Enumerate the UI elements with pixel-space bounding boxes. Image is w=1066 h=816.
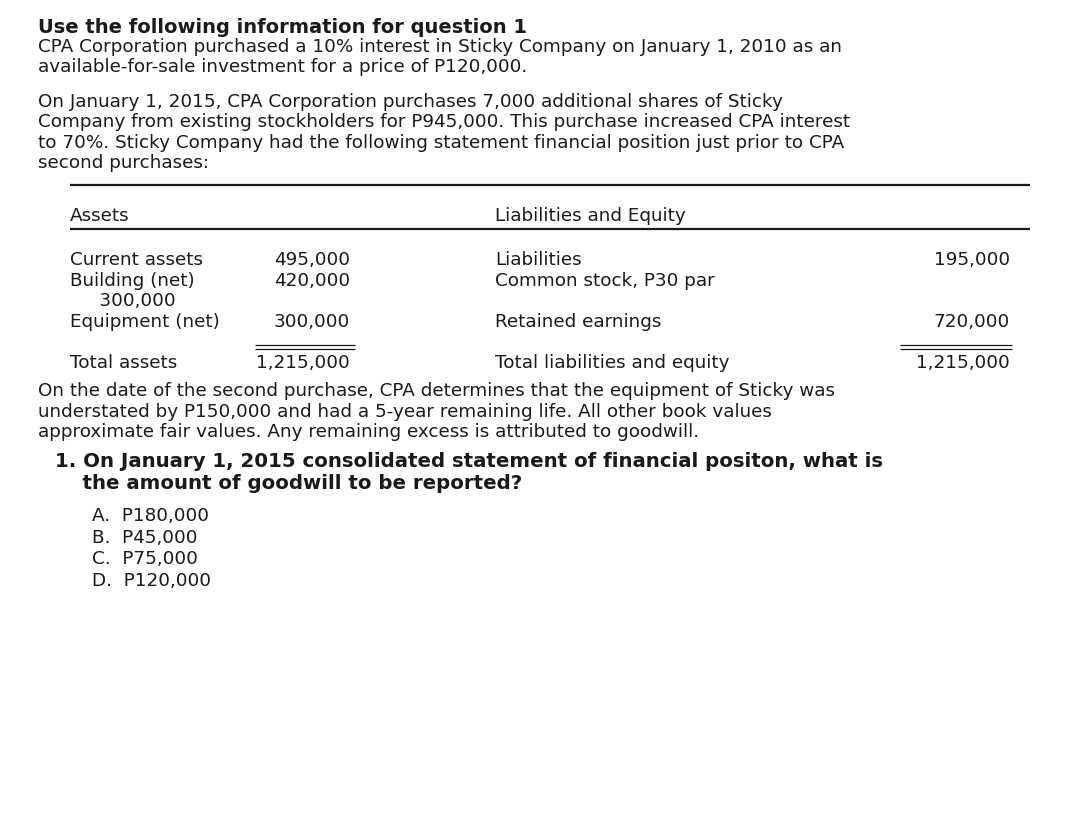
Text: Use the following information for question 1: Use the following information for questi…	[38, 18, 527, 37]
Text: 495,000: 495,000	[274, 251, 350, 269]
Text: understated by P150,000 and had a 5-year remaining life. All other book values: understated by P150,000 and had a 5-year…	[38, 402, 772, 420]
Text: to 70%. Sticky Company had the following statement financial position just prior: to 70%. Sticky Company had the following…	[38, 134, 844, 152]
Text: C.  P75,000: C. P75,000	[92, 550, 198, 568]
Text: B.  P45,000: B. P45,000	[92, 529, 197, 547]
Text: Liabilities and Equity: Liabilities and Equity	[495, 207, 685, 225]
Text: 1,215,000: 1,215,000	[256, 353, 350, 371]
Text: Assets: Assets	[70, 207, 130, 225]
Text: available-for-sale investment for a price of P120,000.: available-for-sale investment for a pric…	[38, 58, 528, 76]
Text: 195,000: 195,000	[934, 251, 1010, 269]
Text: 720,000: 720,000	[934, 313, 1010, 330]
Text: Common stock, P30 par: Common stock, P30 par	[495, 272, 714, 290]
Text: Liabilities: Liabilities	[495, 251, 582, 269]
Text: Total liabilities and equity: Total liabilities and equity	[495, 353, 729, 371]
Text: D.  P120,000: D. P120,000	[92, 572, 211, 590]
Text: 300,000: 300,000	[70, 292, 176, 310]
Text: Retained earnings: Retained earnings	[495, 313, 661, 330]
Text: On January 1, 2015, CPA Corporation purchases 7,000 additional shares of Sticky: On January 1, 2015, CPA Corporation purc…	[38, 93, 782, 111]
Text: Total assets: Total assets	[70, 353, 177, 371]
Text: second purchases:: second purchases:	[38, 154, 209, 172]
Text: the amount of goodwill to be reported?: the amount of goodwill to be reported?	[55, 474, 522, 494]
Text: CPA Corporation purchased a 10% interest in Sticky Company on January 1, 2010 as: CPA Corporation purchased a 10% interest…	[38, 38, 842, 55]
Text: Current assets: Current assets	[70, 251, 203, 269]
Text: Company from existing stockholders for P945,000. This purchase increased CPA int: Company from existing stockholders for P…	[38, 113, 850, 131]
Text: A.  P180,000: A. P180,000	[92, 508, 209, 526]
Text: 420,000: 420,000	[274, 272, 350, 290]
Text: 1. On January 1, 2015 consolidated statement of financial positon, what is: 1. On January 1, 2015 consolidated state…	[55, 452, 883, 471]
Text: Equipment (net): Equipment (net)	[70, 313, 220, 330]
Text: Building (net): Building (net)	[70, 272, 195, 290]
Text: 300,000: 300,000	[274, 313, 350, 330]
Text: On the date of the second purchase, CPA determines that the equipment of Sticky : On the date of the second purchase, CPA …	[38, 382, 835, 400]
Text: approximate fair values. Any remaining excess is attributed to goodwill.: approximate fair values. Any remaining e…	[38, 424, 699, 441]
Text: 1,215,000: 1,215,000	[917, 353, 1010, 371]
